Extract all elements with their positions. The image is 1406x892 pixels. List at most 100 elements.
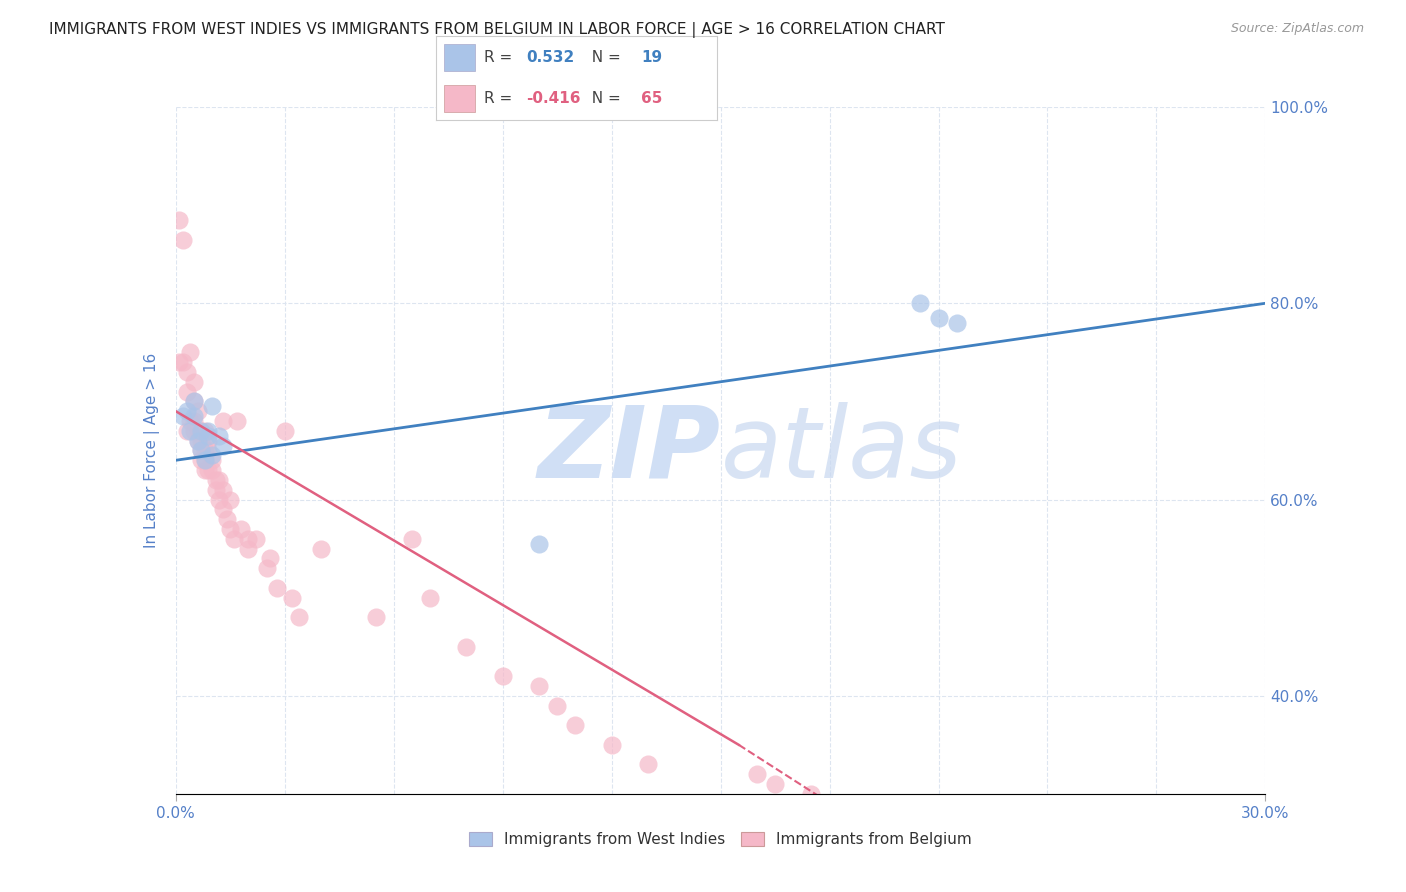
Text: 65: 65 (641, 91, 662, 106)
Point (201, 400, 224, 414)
Point (194, 453, 217, 467)
Point (176, 404, 198, 418)
Text: Source: ZipAtlas.com: Source: ZipAtlas.com (1230, 22, 1364, 36)
Point (222, 532, 245, 546)
Point (231, 522, 253, 536)
Point (212, 483, 235, 497)
Point (176, 424, 198, 438)
Point (208, 428, 231, 442)
Text: ZIP: ZIP (537, 402, 721, 499)
Point (197, 428, 219, 442)
Point (256, 561, 278, 575)
Point (226, 414, 249, 428)
Point (183, 375, 205, 389)
Point (190, 424, 212, 438)
Point (190, 453, 212, 467)
Point (215, 512, 238, 526)
Point (197, 434, 219, 448)
Point (197, 443, 219, 458)
Legend: Immigrants from West Indies, Immigrants from Belgium: Immigrants from West Indies, Immigrants … (461, 824, 980, 855)
Point (245, 532, 267, 546)
Point (186, 434, 209, 448)
Point (186, 424, 209, 438)
Point (212, 414, 235, 428)
Point (194, 463, 217, 477)
Point (194, 453, 217, 467)
Text: -0.416: -0.416 (526, 91, 581, 106)
Point (176, 384, 198, 399)
Point (800, 787, 823, 801)
Point (419, 591, 441, 605)
Point (197, 424, 219, 438)
Text: N =: N = (582, 50, 626, 65)
Point (527, 679, 550, 693)
Point (274, 424, 297, 438)
Text: R =: R = (484, 91, 517, 106)
Text: 0.532: 0.532 (526, 50, 574, 65)
Point (172, 355, 194, 369)
Point (281, 591, 304, 605)
Point (197, 463, 219, 477)
Text: IMMIGRANTS FROM WEST INDIES VS IMMIGRANTS FROM BELGIUM IN LABOR FORCE | AGE > 16: IMMIGRANTS FROM WEST INDIES VS IMMIGRANT… (49, 22, 945, 38)
Point (183, 424, 205, 438)
Point (238, 532, 260, 546)
Point (212, 438, 235, 452)
Point (172, 232, 194, 246)
Point (190, 424, 212, 438)
Point (186, 404, 209, 418)
Point (288, 610, 311, 624)
Point (190, 443, 212, 458)
Point (179, 345, 201, 359)
Point (208, 473, 231, 487)
Point (186, 434, 209, 448)
Point (745, 767, 768, 781)
Point (169, 212, 191, 227)
Point (564, 718, 586, 732)
Point (204, 473, 226, 487)
Point (190, 443, 212, 458)
Point (169, 355, 191, 369)
Point (492, 669, 515, 683)
Point (910, 296, 932, 310)
Point (212, 502, 235, 516)
Text: 19: 19 (641, 50, 662, 65)
Point (364, 610, 387, 624)
Point (238, 541, 260, 556)
Point (219, 522, 242, 536)
Point (637, 757, 659, 772)
Bar (444, 85, 475, 112)
Point (928, 310, 950, 325)
Point (527, 536, 550, 550)
Point (179, 414, 201, 428)
Point (456, 640, 478, 654)
Point (546, 698, 568, 713)
Point (179, 424, 201, 438)
Bar (444, 44, 475, 71)
Point (219, 492, 242, 507)
Point (201, 453, 224, 467)
Point (176, 365, 198, 379)
Point (194, 424, 217, 438)
Text: atlas: atlas (721, 402, 962, 499)
Point (183, 414, 205, 428)
Point (401, 532, 423, 546)
Point (183, 394, 205, 409)
Point (208, 492, 231, 507)
Point (172, 409, 194, 423)
Point (266, 581, 288, 595)
Point (183, 394, 205, 409)
Text: R =: R = (484, 50, 517, 65)
Point (194, 443, 217, 458)
Point (201, 463, 224, 477)
Point (183, 409, 205, 423)
Point (201, 448, 224, 462)
Point (204, 483, 226, 497)
Y-axis label: In Labor Force | Age > 16: In Labor Force | Age > 16 (143, 353, 160, 548)
Point (763, 777, 786, 791)
Point (259, 551, 281, 566)
Point (309, 541, 332, 556)
Text: N =: N = (582, 91, 626, 106)
Point (190, 434, 212, 448)
Point (945, 316, 967, 330)
Point (600, 738, 623, 752)
